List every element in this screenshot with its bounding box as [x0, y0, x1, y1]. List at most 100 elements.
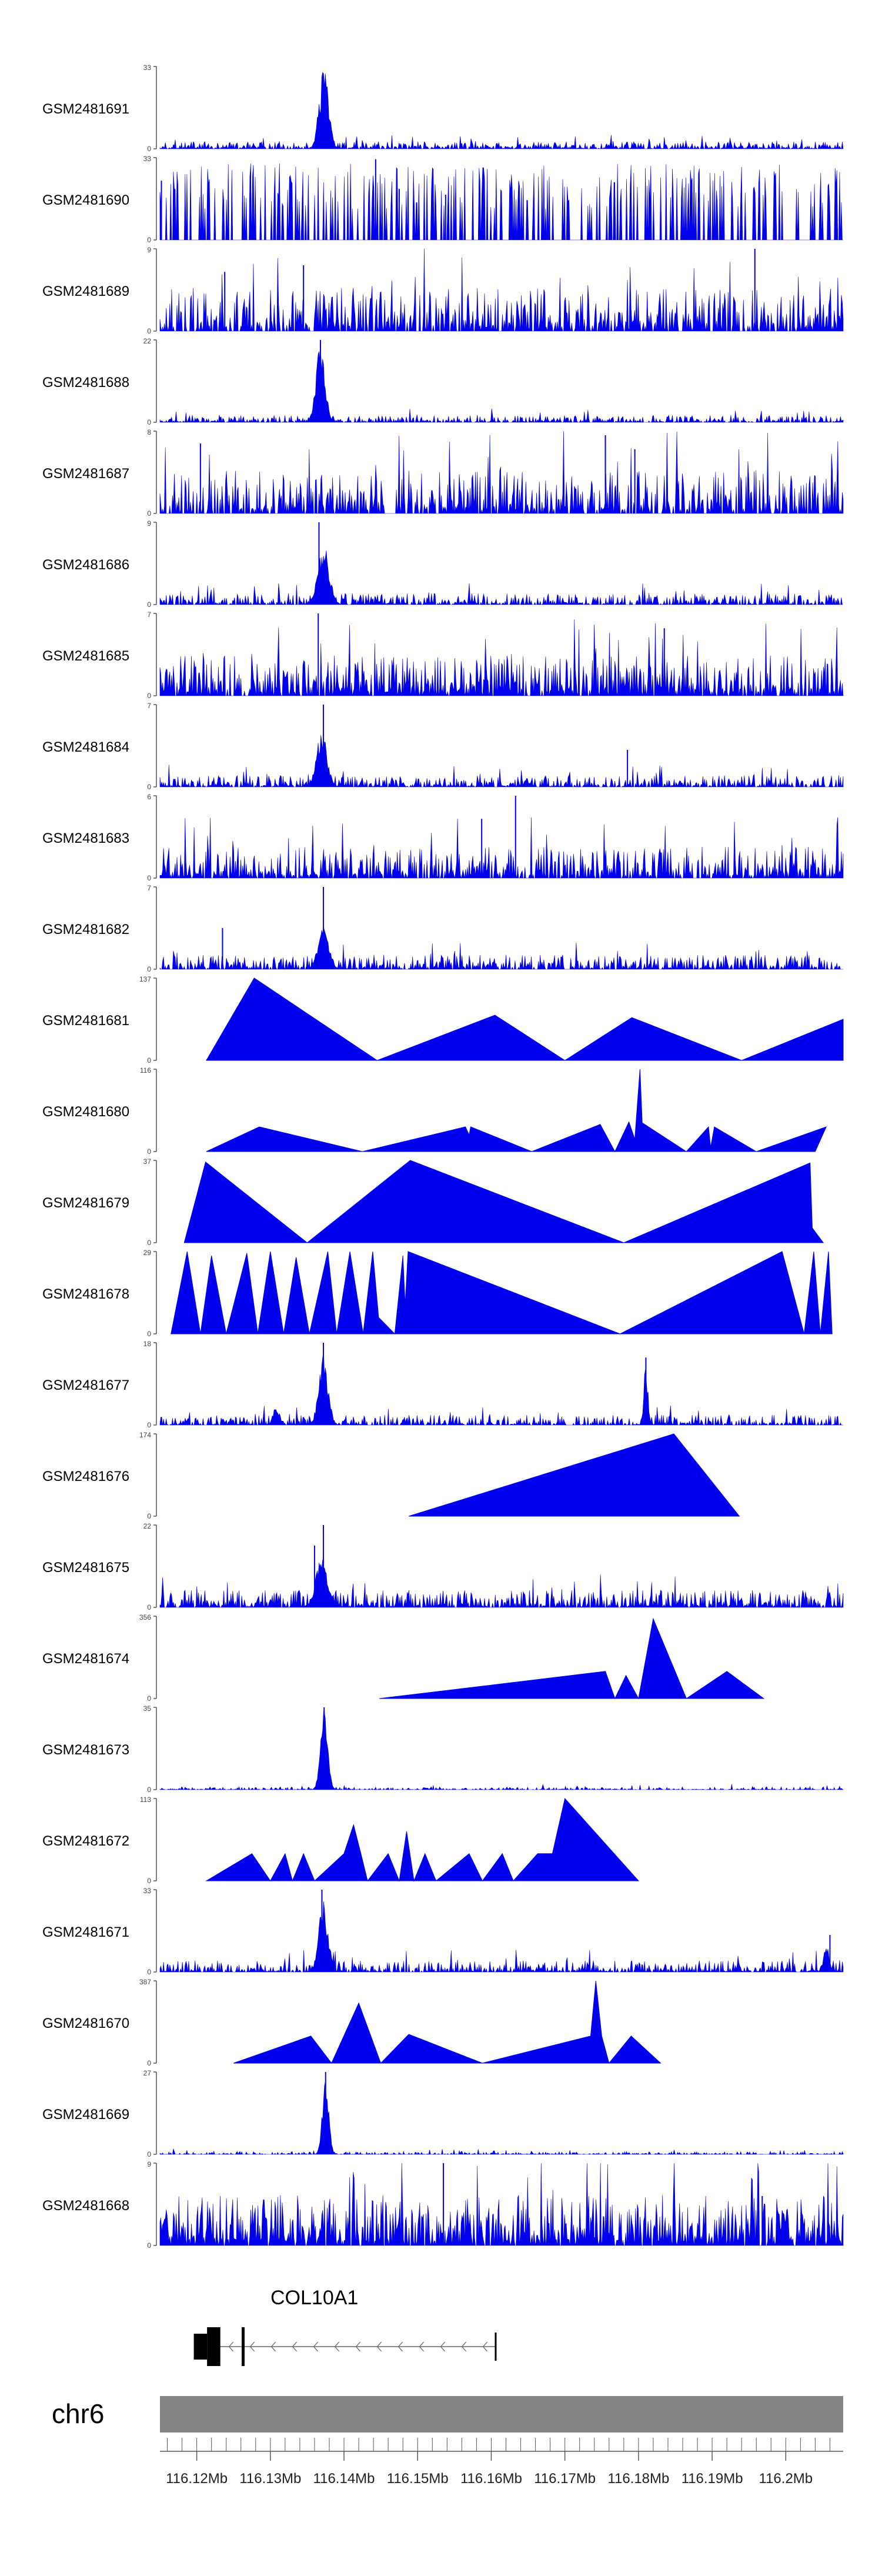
x-tick-label: 116.17Mb — [534, 2471, 596, 2487]
track-GSM2481669: GSM2481669 27 0 — [42, 2069, 844, 2158]
track-label: GSM2481673 — [42, 1742, 129, 1758]
signal-area — [159, 735, 844, 788]
y-max-label: 113 — [140, 1796, 151, 1804]
y-max-label: 33 — [143, 1887, 152, 1895]
x-tick-label: 116.14Mb — [313, 2471, 375, 2487]
gene-name-label: COL10A1 — [270, 2287, 358, 2309]
y-max-label: 387 — [139, 1978, 151, 1986]
strand-arrow — [419, 2341, 425, 2352]
track-GSM2481688: GSM2481688 22 0 — [42, 337, 844, 426]
strand-arrow — [228, 2341, 234, 2352]
strand-arrow — [270, 2341, 276, 2352]
track-GSM2481671: GSM2481671 33 0 — [42, 1887, 844, 1976]
track-label: GSM2481672 — [42, 1833, 129, 1849]
track-label: GSM2481687 — [42, 466, 129, 482]
x-tick-label: 116.2Mb — [759, 2471, 813, 2487]
y-min-label: 0 — [147, 783, 151, 791]
x-tick-label: 116.13Mb — [239, 2471, 301, 2487]
y-max-label: 33 — [143, 64, 152, 72]
x-tick-label: 116.12Mb — [166, 2471, 228, 2487]
y-min-label: 0 — [147, 1239, 151, 1247]
y-max-label: 27 — [143, 2069, 152, 2077]
track-GSM2481676: GSM2481676 174 0 — [42, 1431, 740, 1520]
track-label: GSM2481668 — [42, 2198, 129, 2214]
signal-area — [159, 431, 844, 514]
track-label: GSM2481679 — [42, 1195, 129, 1211]
track-GSM2481674: GSM2481674 356 0 — [42, 1613, 765, 1703]
y-max-label: 22 — [143, 337, 152, 345]
strand-arrow — [397, 2341, 403, 2352]
signal-area — [159, 927, 843, 970]
y-max-label: 37 — [143, 1157, 152, 1166]
signal-area — [159, 1560, 844, 1609]
track-label: GSM2481677 — [42, 1377, 129, 1393]
track-label: GSM2481675 — [42, 1560, 129, 1576]
y-min-label: 0 — [147, 874, 151, 882]
y-max-label: 9 — [147, 519, 151, 528]
signal-area — [159, 248, 844, 332]
x-tick-label: 116.16Mb — [460, 2471, 522, 2487]
track-GSM2481678: GSM2481678 29 0 — [42, 1249, 833, 1338]
y-max-label: 7 — [147, 884, 151, 892]
track-GSM2481670: GSM2481670 387 0 — [42, 1978, 662, 2067]
chromosome-label: chr6 — [52, 2398, 104, 2429]
track-GSM2481680: GSM2481680 116 0 — [42, 1066, 827, 1156]
y-min-label: 0 — [147, 2059, 151, 2067]
y-min-label: 0 — [147, 1968, 151, 1976]
track-label: GSM2481683 — [42, 830, 129, 846]
signal-area — [183, 1160, 824, 1243]
y-min-label: 0 — [147, 1603, 151, 1611]
track-GSM2481689: GSM2481689 9 0 — [42, 246, 844, 335]
y-max-label: 7 — [147, 702, 151, 710]
track-label: GSM2481678 — [42, 1286, 129, 1302]
y-min-label: 0 — [147, 1147, 151, 1156]
y-max-label: 22 — [143, 1522, 152, 1530]
track-label: GSM2481670 — [42, 2016, 129, 2031]
signal-area — [159, 1901, 844, 1973]
track-label: GSM2481691 — [42, 101, 129, 117]
x-tick-label: 116.18Mb — [607, 2471, 669, 2487]
track-GSM2481673: GSM2481673 35 0 — [42, 1704, 844, 1794]
track-label: GSM2481686 — [42, 557, 129, 573]
strand-arrow — [313, 2341, 319, 2352]
y-min-label: 0 — [147, 1330, 151, 1338]
y-min-label: 0 — [147, 236, 151, 244]
track-GSM2481682: GSM2481682 7 0 — [42, 884, 843, 973]
track-GSM2481677: GSM2481677 18 0 — [42, 1340, 843, 1429]
y-min-label: 0 — [147, 1421, 151, 1429]
chromosome-bar — [160, 2396, 843, 2432]
y-max-label: 116 — [140, 1066, 151, 1075]
signal-area — [206, 977, 844, 1061]
signal-area — [206, 1069, 827, 1153]
track-GSM2481686: GSM2481686 9 0 — [42, 519, 843, 609]
y-max-label: 6 — [147, 793, 151, 801]
signal-area — [233, 1980, 662, 2064]
track-label: GSM2481690 — [42, 192, 129, 208]
gene-exon — [193, 2334, 208, 2360]
signal-area — [171, 1251, 833, 1335]
track-label: GSM2481674 — [42, 1651, 129, 1667]
y-min-label: 0 — [147, 1056, 151, 1065]
track-GSM2481691: GSM2481691 33 0 — [42, 64, 844, 153]
y-min-label: 0 — [147, 1512, 151, 1520]
strand-arrow — [355, 2341, 361, 2352]
signal-area — [159, 550, 843, 606]
y-max-label: 18 — [143, 1340, 152, 1348]
track-GSM2481672: GSM2481672 113 0 — [42, 1796, 640, 1885]
track-label: GSM2481688 — [42, 375, 129, 391]
track-label: GSM2481682 — [42, 922, 129, 937]
track-GSM2481681: GSM2481681 137 0 — [42, 975, 844, 1065]
y-max-label: 174 — [139, 1431, 151, 1439]
x-tick-label: 116.15Mb — [387, 2471, 449, 2487]
track-GSM2481683: GSM2481683 6 0 — [42, 793, 844, 882]
signal-area — [159, 351, 844, 423]
signal-area — [159, 1711, 844, 1791]
y-min-label: 0 — [147, 145, 151, 153]
y-min-label: 0 — [147, 1877, 151, 1885]
track-label: GSM2481689 — [42, 283, 129, 299]
track-label: GSM2481671 — [42, 1924, 129, 1940]
signal-area — [159, 2163, 844, 2246]
track-GSM2481687: GSM2481687 8 0 — [42, 428, 844, 518]
track-GSM2481675: GSM2481675 22 0 — [42, 1522, 844, 1611]
